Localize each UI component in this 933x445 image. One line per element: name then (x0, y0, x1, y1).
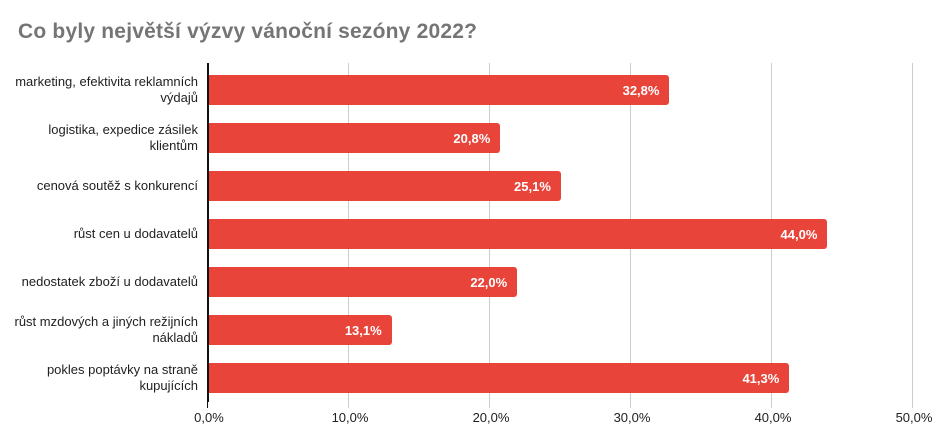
bar: 41,3% (209, 363, 790, 393)
bar: 25,1% (209, 171, 561, 201)
bar-value-label: 22,0% (470, 274, 508, 290)
x-tick-label: 30,0% (613, 410, 651, 425)
x-axis-tick (348, 402, 349, 408)
bar: 20,8% (209, 123, 501, 153)
bar-value-label: 13,1% (344, 322, 382, 338)
chart-title: Co byly největší výzvy vánoční sezóny 20… (18, 20, 478, 43)
category-label: nedostatek zboží u dodavatelů (21, 274, 198, 289)
bar: 13,1% (209, 315, 392, 345)
x-axis-tick (912, 402, 913, 408)
category-label: pokles poptávky na straně kupujících (46, 362, 198, 393)
x-axis-tick (771, 402, 772, 408)
category-label: logistika, expedice zásilek klientům (48, 122, 198, 153)
x-gridline (911, 63, 913, 402)
bar-value-label: 32,8% (622, 82, 660, 98)
category-label: cenová soutěž s konkurencí (36, 178, 198, 193)
bar: 32,8% (209, 75, 670, 105)
bar-value-label: 41,3% (742, 370, 780, 386)
bar-value-label: 20,8% (453, 130, 491, 146)
bar-value-label: 44,0% (780, 226, 818, 242)
category-label: marketing, efektivita reklamních výdajů (15, 74, 198, 105)
x-tick-label: 50,0% (895, 410, 933, 425)
x-axis-tick (489, 402, 490, 408)
bar-value-label: 25,1% (514, 178, 551, 194)
x-axis-tick (630, 402, 631, 408)
bar: 44,0% (209, 219, 828, 249)
x-tick-label: 0,0% (194, 410, 224, 425)
x-tick-label: 10,0% (331, 410, 369, 425)
x-tick-label: 40,0% (754, 410, 792, 425)
category-label: růst mzdových a jiných režijních nákladů (14, 314, 198, 345)
bar: 22,0% (209, 267, 518, 297)
x-axis-tick (207, 402, 208, 408)
y-axis-line (207, 63, 209, 402)
category-label: růst cen u dodavatelů (73, 226, 198, 241)
x-tick-label: 20,0% (472, 410, 510, 425)
